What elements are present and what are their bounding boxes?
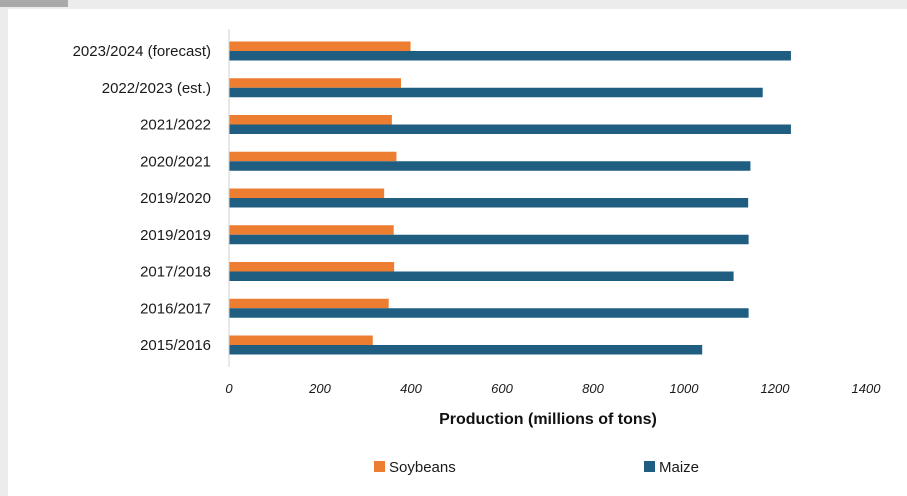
category-label: 2019/2019 bbox=[140, 227, 211, 244]
soybeans-bar bbox=[229, 78, 401, 88]
maize-bar bbox=[229, 234, 749, 245]
category-label: 2019/2020 bbox=[140, 190, 211, 207]
maize-bar bbox=[229, 198, 749, 208]
category-label: 2017/2018 bbox=[140, 264, 211, 281]
soybeans-legend-label: Soybeans bbox=[389, 459, 456, 476]
soybeans-bar bbox=[229, 225, 394, 235]
x-tick-label: 400 bbox=[400, 381, 422, 396]
chart-card: 2015/2016 2016/2017 2017/2018 2019/2019 2019… bbox=[8, 9, 907, 496]
bars-layer bbox=[229, 41, 791, 355]
maize-legend-label: Maize bbox=[659, 459, 699, 476]
x-tick-label: 600 bbox=[491, 381, 513, 396]
x-tick-label: 1000 bbox=[670, 381, 700, 396]
maize-bar bbox=[229, 161, 751, 171]
maize-bar bbox=[229, 51, 791, 61]
maize-legend-swatch bbox=[644, 461, 655, 472]
x-tick-labels: 0 200 400 600 800 1000 1200 1400 bbox=[225, 381, 881, 396]
maize-bar bbox=[229, 124, 791, 134]
category-label: 2021/2022 bbox=[140, 117, 211, 134]
x-axis-title: Production (millions of tons) bbox=[439, 411, 657, 428]
soybeans-bar bbox=[229, 115, 392, 125]
x-tick-label: 200 bbox=[308, 381, 331, 396]
maize-bar bbox=[229, 345, 703, 355]
soybeans-bar bbox=[229, 41, 411, 51]
category-label: 2016/2017 bbox=[140, 300, 211, 317]
soybeans-bar bbox=[229, 188, 385, 198]
x-tick-label: 1400 bbox=[852, 381, 882, 396]
category-labels: 2015/2016 2016/2017 2017/2018 2019/2019 2019… bbox=[73, 43, 211, 354]
soybeans-bar bbox=[229, 335, 373, 345]
production-bar-chart: 2015/2016 2016/2017 2017/2018 2019/2019 2019… bbox=[73, 29, 881, 476]
soybeans-legend-swatch bbox=[374, 461, 385, 472]
category-label: 2022/2023 (est.) bbox=[102, 80, 211, 97]
soybeans-bar bbox=[229, 298, 389, 309]
category-label: 2015/2016 bbox=[140, 337, 211, 354]
top-left-tab-strip bbox=[0, 0, 68, 7]
category-label: 2023/2024 (forecast) bbox=[73, 43, 211, 60]
soybeans-bar bbox=[229, 262, 395, 272]
soybeans-bar bbox=[229, 151, 397, 162]
maize-bar bbox=[229, 271, 734, 281]
x-tick-label: 0 bbox=[225, 381, 233, 396]
x-tick-label: 1200 bbox=[761, 381, 791, 396]
legend: Soybeans Maize bbox=[374, 459, 699, 476]
maize-bar bbox=[229, 87, 763, 98]
maize-bar bbox=[229, 308, 749, 318]
category-label: 2020/2021 bbox=[140, 153, 211, 170]
x-tick-label: 800 bbox=[582, 381, 604, 396]
